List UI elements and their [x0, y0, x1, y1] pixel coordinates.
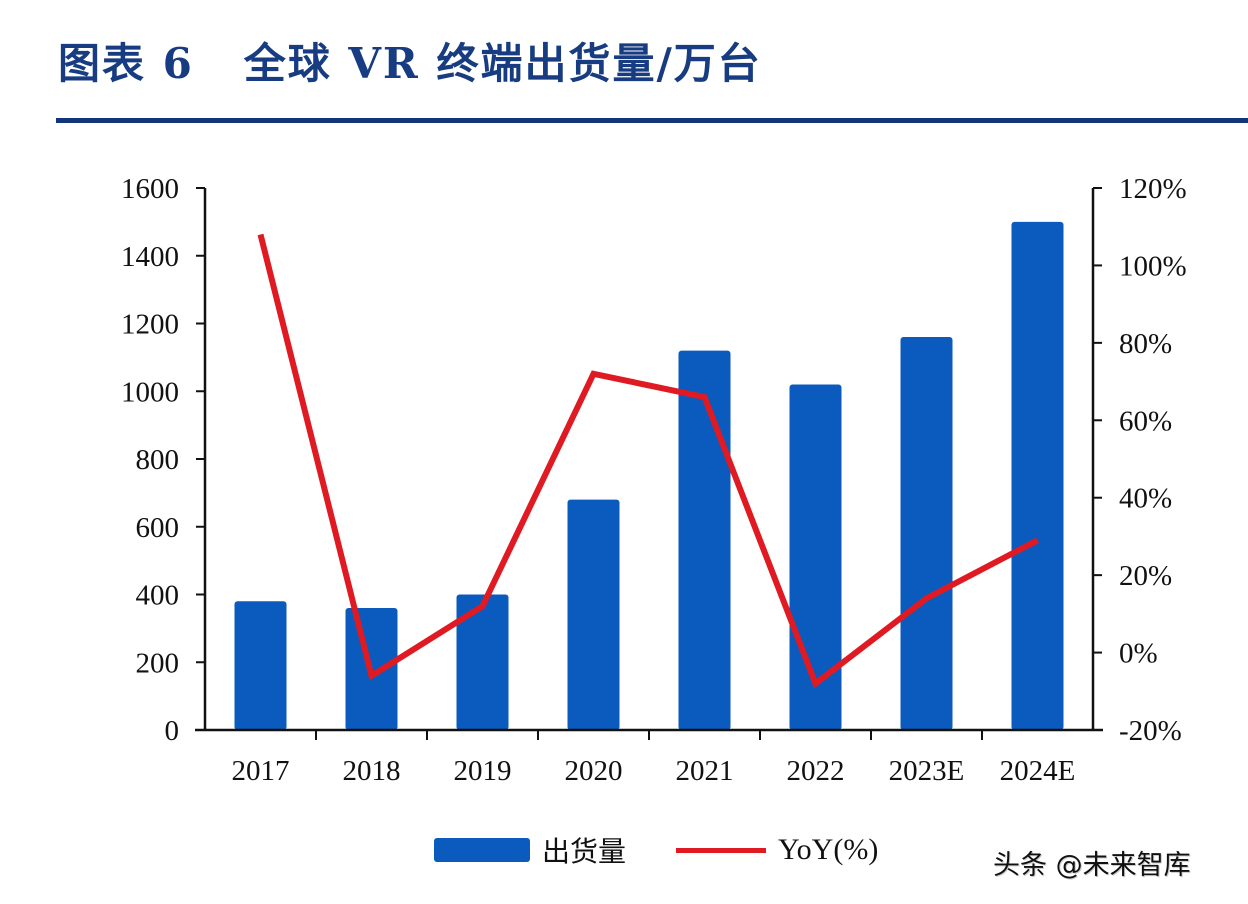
x-tick-label: 2018: [343, 755, 401, 787]
y-right-tick-label: 100%: [1119, 250, 1187, 282]
legend-bar-swatch: [434, 838, 530, 862]
legend-bar-label: 出货量: [542, 835, 627, 868]
legend-line-swatch: [676, 847, 767, 853]
bar-2024E: [1011, 221, 1064, 730]
bar-2023E: [900, 337, 953, 730]
y-left-tick-label: 1200: [121, 309, 179, 341]
bar-2021: [678, 350, 731, 730]
y-right-tick-label: 80%: [1119, 328, 1172, 360]
chart-title: 图表 6 全球 VR 终端出货量/万台: [58, 39, 762, 88]
title-divider: [56, 118, 1248, 123]
x-tick-label: 2020: [565, 755, 623, 787]
y-right-tick-label: 60%: [1119, 405, 1172, 437]
y-left-tick-label: 600: [136, 512, 180, 544]
y-right-tick-label: -20%: [1119, 715, 1182, 747]
x-tick-label: 2019: [454, 755, 512, 787]
y-left-tick-label: 1400: [121, 241, 179, 273]
x-tick-label: 2017: [232, 755, 290, 787]
bar-2020: [567, 499, 620, 730]
y-left-tick-label: 400: [136, 580, 180, 612]
x-tick-label: 2024E: [1000, 755, 1076, 787]
legend-line-label: YoY(%): [778, 833, 879, 866]
y-right-tick-label: 20%: [1119, 560, 1172, 592]
bar-2019: [456, 594, 509, 730]
y-left-tick-label: 200: [136, 647, 180, 679]
y-left-tick-label: 800: [136, 444, 180, 476]
y-left-tick-label: 1600: [121, 173, 179, 205]
watermark: 头条 @未来智库: [993, 850, 1191, 881]
y-right-tick-label: 40%: [1119, 483, 1172, 515]
y-left-tick-label: 1000: [121, 376, 179, 408]
bar-2017: [234, 601, 287, 730]
x-tick-label: 2022: [787, 755, 845, 787]
y-left-tick-label: 0: [165, 715, 180, 747]
x-tick-label: 2021: [676, 755, 734, 787]
yoy-line: [257, 233, 1039, 689]
y-right-tick-label: 120%: [1119, 173, 1187, 205]
y-right-tick-label: 0%: [1119, 638, 1158, 670]
legend: 出货量 YoY(%): [434, 830, 878, 870]
x-tick-label: 2023E: [889, 755, 965, 787]
